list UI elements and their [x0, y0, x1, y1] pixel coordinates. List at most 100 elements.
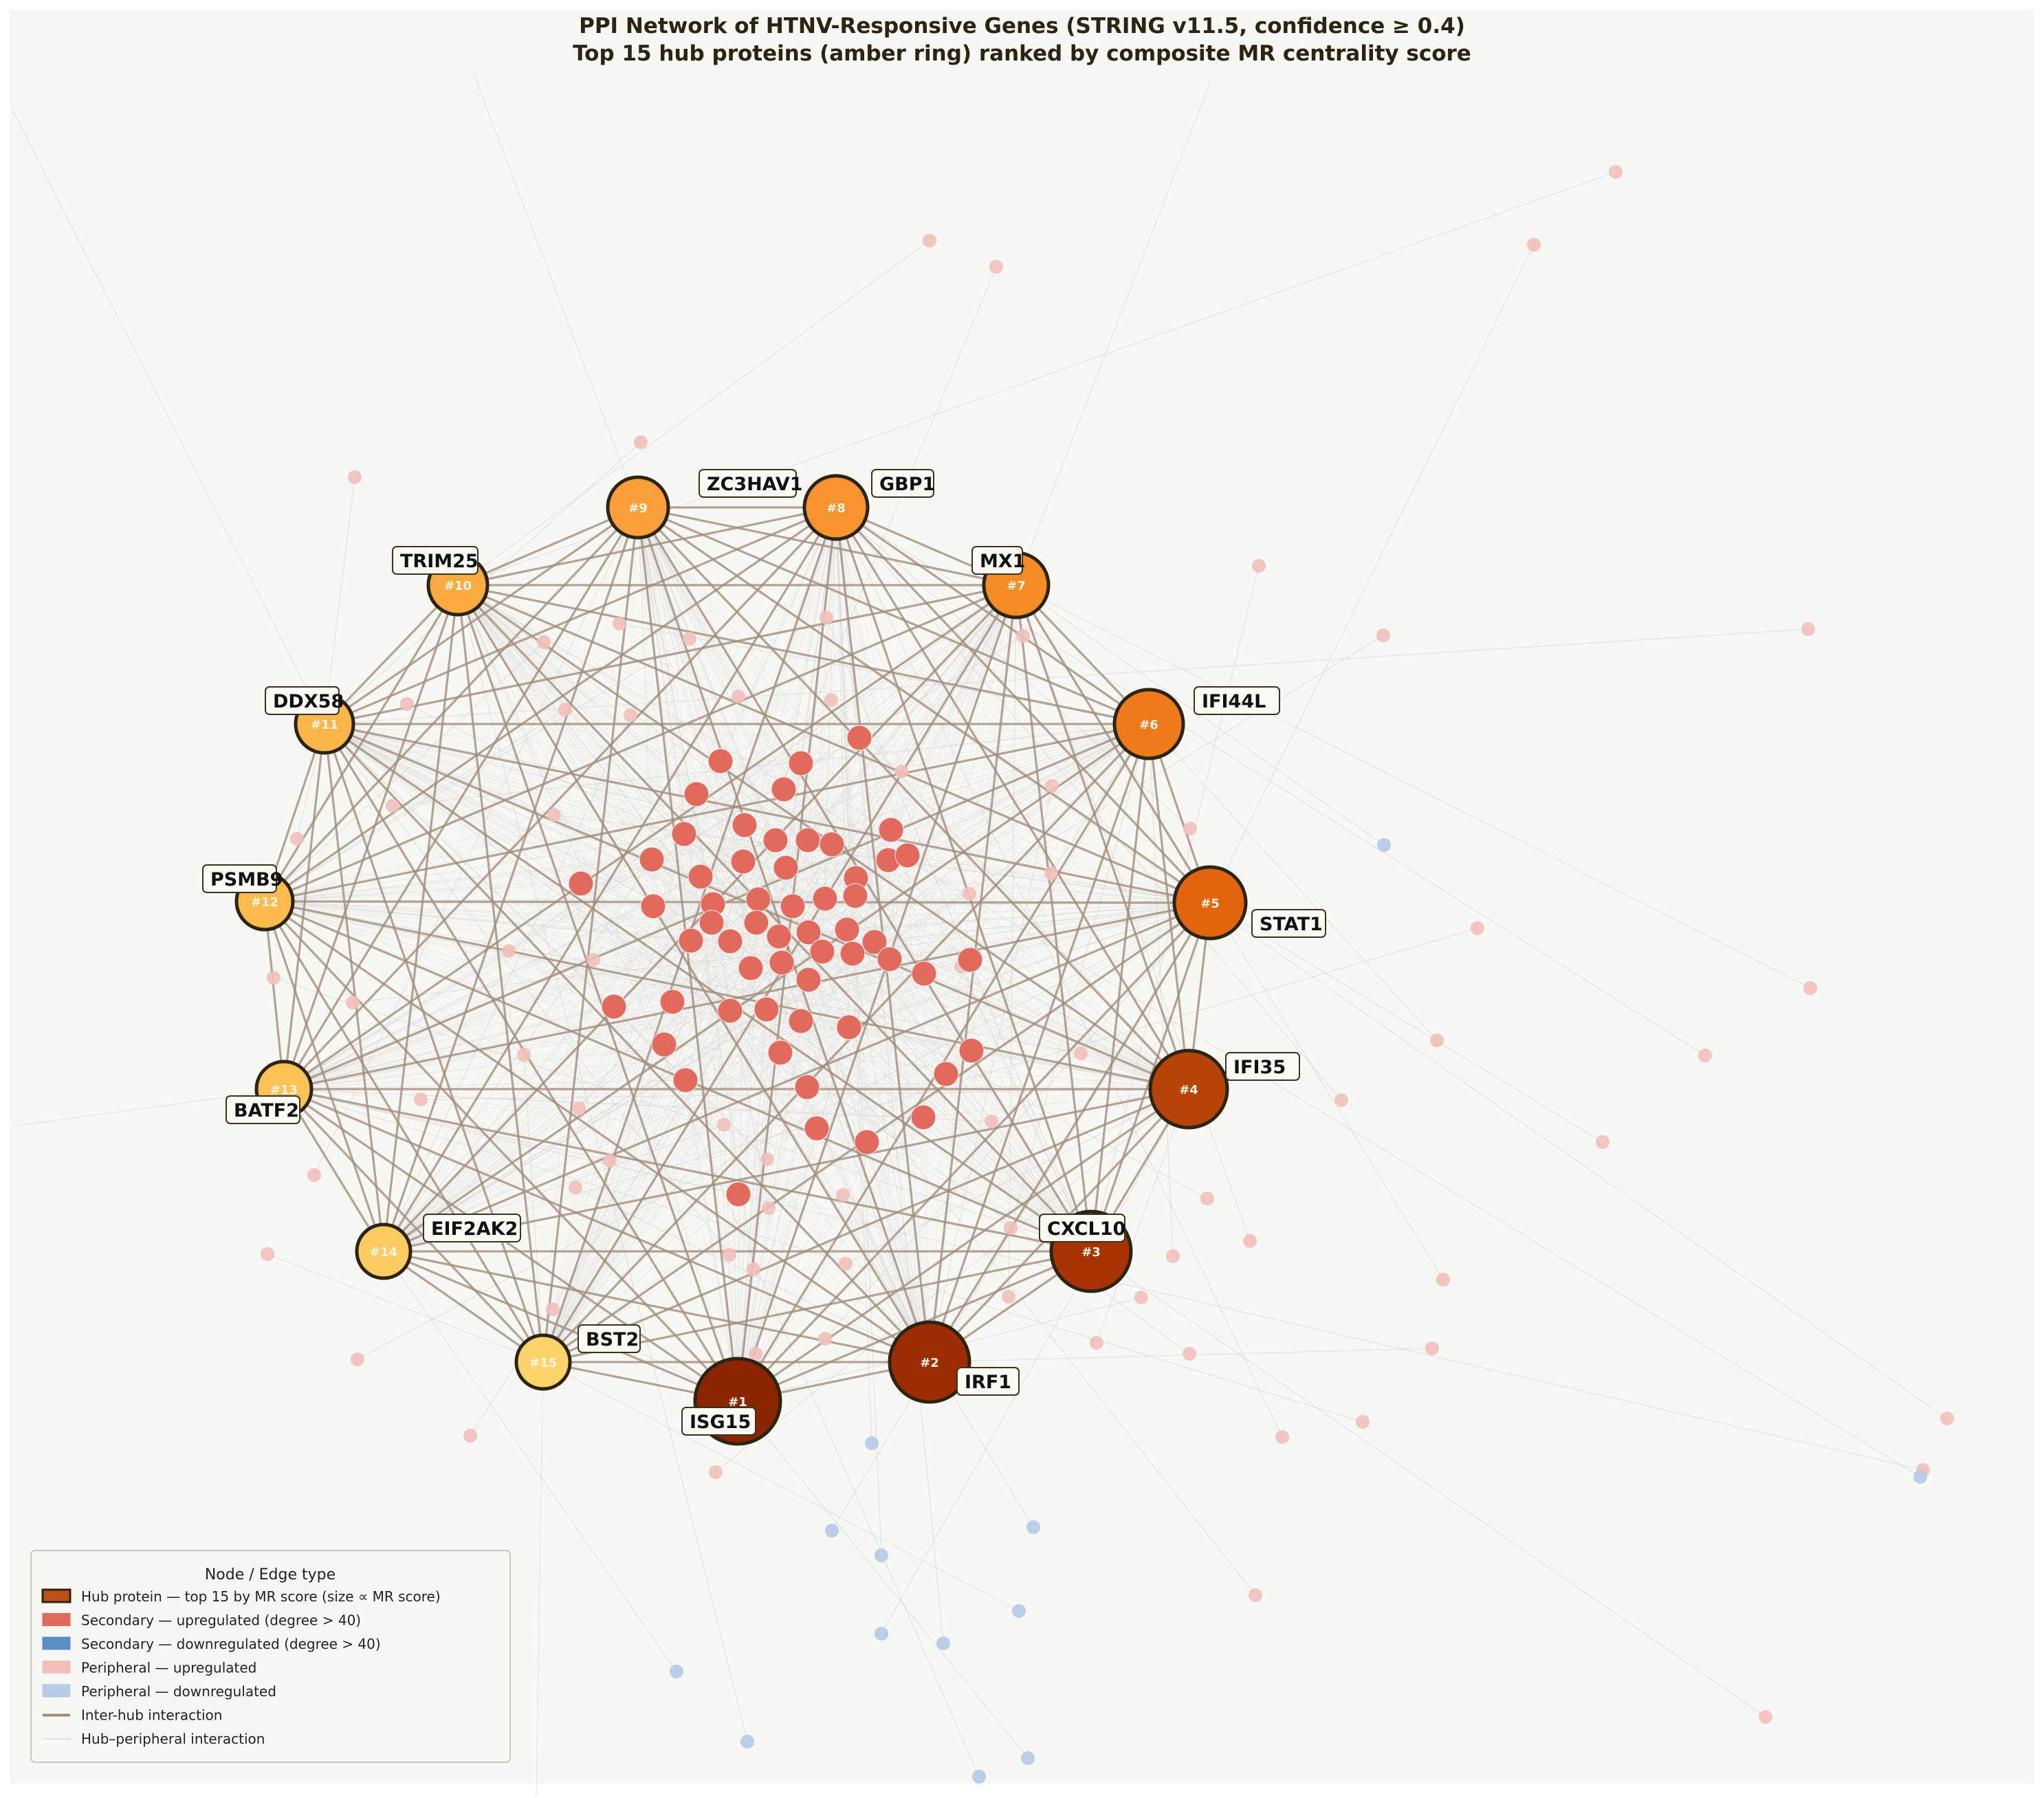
inter-hub-edge: [835, 506, 1211, 904]
hub-secondary-edge: [613, 1006, 930, 1363]
hub-secondary-edge: [580, 507, 837, 884]
hub-peripheral-edge: [835, 507, 1342, 1101]
inter-hub-edge: [383, 901, 1211, 1253]
hub-secondary-edge: [637, 507, 892, 831]
hub-secondary-edge: [743, 861, 1211, 903]
peripheral-node-down: [875, 1548, 888, 1562]
hub-peripheral-edge: [824, 902, 1211, 1339]
hub-secondary-edge: [457, 584, 853, 954]
hub-secondary-edge: [712, 507, 837, 905]
hub-secondary-edge: [324, 723, 767, 1010]
hub-secondary-edge: [457, 584, 860, 738]
peripheral-node-up: [261, 1247, 274, 1261]
hub-secondary-edge: [457, 584, 802, 764]
hub-secondary-edge: [457, 584, 701, 877]
hub-secondary-edge: [737, 959, 971, 1402]
hub-secondary-edge: [580, 883, 1092, 1252]
hub-name-label: CXCL10: [1039, 1214, 1125, 1242]
inter-hub-edge: [264, 900, 1211, 904]
inter-hub-edge: [324, 506, 639, 725]
secondary-node-up: [957, 947, 983, 973]
inter-hub-edge: [1090, 723, 1150, 1252]
hub-secondary-edge: [781, 962, 1189, 1090]
hub-secondary-edge: [283, 1044, 665, 1090]
hub-secondary-edge: [663, 723, 1150, 1045]
peripheral-node-up: [985, 1115, 998, 1128]
hub-node: [1112, 688, 1185, 760]
hub-secondary-edge: [846, 929, 930, 1363]
peripheral-node-up: [558, 703, 572, 716]
inter-hub-edge: [283, 584, 459, 1090]
hub-secondary-edge: [542, 1044, 665, 1363]
peripheral-node-up: [1252, 559, 1266, 573]
hub-secondary-edge: [542, 1010, 731, 1363]
hub-secondary-edge: [685, 1079, 1189, 1090]
peripheral-node-up: [613, 617, 626, 631]
hub-secondary-edge: [457, 584, 889, 861]
hub-secondary-edge: [852, 953, 1092, 1252]
hub-peripheral-edge: [1015, 584, 1251, 1242]
hub-secondary-edge: [969, 959, 1189, 1090]
hub-secondary-edge: [800, 1020, 1092, 1252]
hub-peripheral-edge: [457, 584, 748, 1742]
hub-secondary-edge: [283, 932, 809, 1090]
hub-secondary-edge: [383, 906, 793, 1252]
hub-secondary-edge: [324, 723, 781, 1053]
hub-secondary-edge: [637, 507, 784, 790]
hub-secondary-edge: [383, 1001, 673, 1252]
hub-secondary-edge: [264, 901, 849, 1028]
hub-secondary-edge: [783, 789, 1092, 1252]
hub-secondary-edge: [264, 901, 808, 1088]
peripheral-node-up: [346, 996, 360, 1009]
hub-secondary-edge: [923, 584, 1017, 974]
hub-secondary-edge: [866, 723, 1150, 1143]
inter-hub-edge: [323, 723, 739, 1402]
hub-name-label: IFI44L: [1194, 686, 1280, 715]
secondary-node-up: [717, 998, 743, 1024]
hub-secondary-edge: [672, 902, 1211, 1002]
hub-secondary-edge: [457, 584, 947, 1075]
secondary-node-up: [795, 919, 822, 945]
peripheral-node-up: [1436, 1273, 1450, 1286]
hub-secondary-edge: [890, 829, 1092, 1252]
hub-secondary-edge: [637, 507, 817, 1129]
hub-secondary-edge: [651, 507, 837, 860]
hub-secondary-edge: [848, 902, 1211, 1028]
hub-secondary-edge: [874, 902, 1211, 943]
peripheral-node-up: [1356, 1415, 1370, 1429]
hub-secondary-edge: [737, 877, 857, 1402]
hub-secondary-edge: [890, 829, 1211, 903]
hub-secondary-edge: [758, 899, 1189, 1090]
secondary-nodes: [568, 725, 985, 1207]
peripheral-node-down: [1377, 838, 1391, 852]
hub-secondary-edge: [800, 1020, 1189, 1090]
peripheral-node-down: [740, 1735, 754, 1748]
hub-secondary-edge: [737, 861, 744, 1402]
hub-peripheral-edge: [508, 584, 1017, 952]
hub-label-text: GBP1: [879, 474, 935, 495]
hub-rank-label: #4: [1179, 1083, 1198, 1097]
hub-secondary-edge: [800, 507, 837, 764]
hub-secondary-edge: [542, 906, 793, 1363]
secondary-node-up: [836, 1014, 862, 1040]
inter-hub-edge: [928, 902, 1211, 1363]
hub-secondary-edge: [651, 859, 1092, 1252]
hub-secondary-edge: [580, 883, 738, 1402]
inter-hub-edge: [264, 584, 1017, 903]
hub-secondary-edge: [816, 1088, 1189, 1129]
hub-secondary-edge: [383, 1009, 767, 1252]
hub-secondary-edge: [852, 584, 1017, 954]
hub-secondary-edge: [264, 901, 739, 1195]
inter-hub-edge: [283, 1088, 1092, 1253]
hub-peripheral-edge: [383, 714, 631, 1252]
legend-title: Node / Edge type: [205, 1566, 336, 1583]
hub-secondary-edge: [264, 859, 652, 902]
peripheral-node-up: [1002, 1290, 1015, 1304]
legend-label: Secondary — upregulated (degree > 40): [81, 1612, 361, 1629]
peripheral-nodes: [261, 165, 1954, 1784]
peripheral-node-up: [1183, 822, 1197, 835]
hub-secondary-edge: [542, 941, 731, 1363]
hub-secondary-edge: [729, 941, 1092, 1252]
inter-hub-edge: [283, 1088, 545, 1363]
peripheral-node-up: [818, 1332, 832, 1346]
